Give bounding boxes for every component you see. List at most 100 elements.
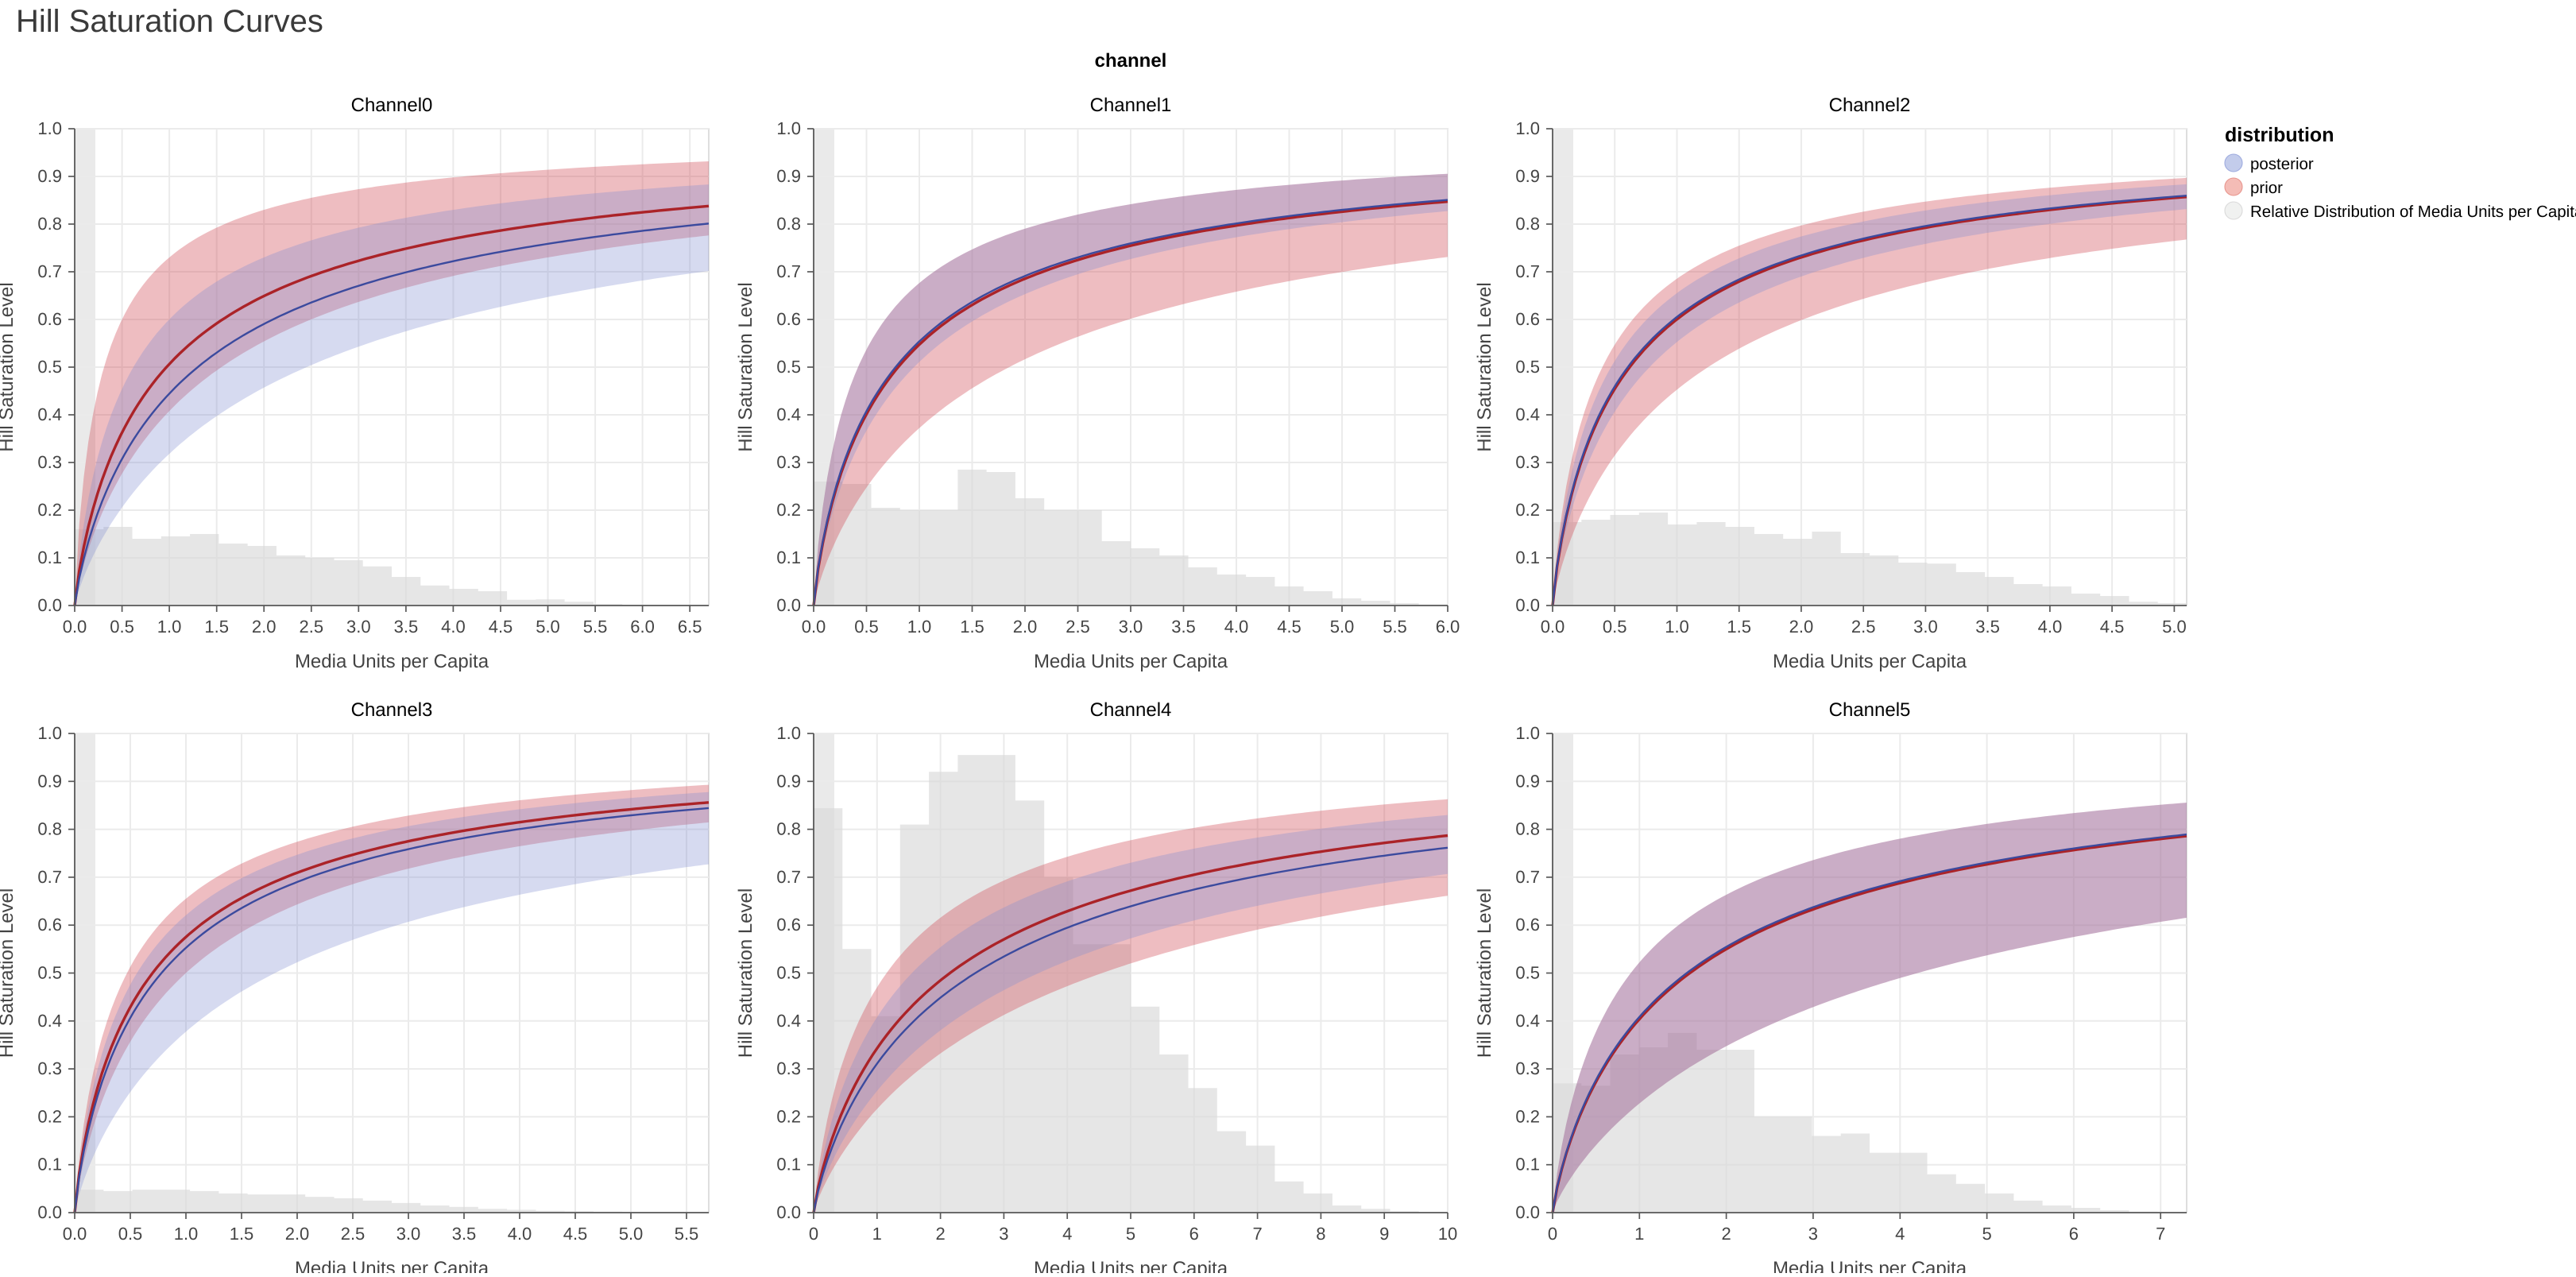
svg-text:4.0: 4.0	[441, 617, 466, 637]
svg-text:3.0: 3.0	[1119, 617, 1143, 637]
svg-text:0.4: 0.4	[1515, 1011, 1540, 1031]
svg-text:0.0: 0.0	[776, 595, 801, 615]
svg-text:0.5: 0.5	[110, 617, 134, 637]
svg-text:0.8: 0.8	[776, 819, 801, 839]
svg-text:0.0: 0.0	[63, 617, 87, 637]
svg-text:0.8: 0.8	[1515, 214, 1540, 234]
svg-text:Media Units per Capita: Media Units per Capita	[1773, 1258, 1967, 1273]
svg-text:0.5: 0.5	[1603, 617, 1627, 637]
svg-text:6.5: 6.5	[678, 617, 702, 637]
svg-text:0.0: 0.0	[802, 617, 826, 637]
svg-text:0.4: 0.4	[776, 404, 801, 424]
svg-text:6: 6	[2069, 1224, 2079, 1244]
svg-text:0.3: 0.3	[1515, 1058, 1540, 1078]
svg-text:5.5: 5.5	[1383, 617, 1407, 637]
svg-text:3.5: 3.5	[1171, 617, 1196, 637]
svg-text:3: 3	[1808, 1224, 1818, 1244]
svg-text:2: 2	[935, 1224, 945, 1244]
svg-text:0.2: 0.2	[1515, 1106, 1540, 1126]
svg-text:0.7: 0.7	[37, 261, 62, 281]
svg-text:0.3: 0.3	[776, 452, 801, 472]
svg-text:0.7: 0.7	[37, 867, 62, 887]
svg-text:Channel0: Channel0	[351, 95, 433, 116]
svg-text:4.0: 4.0	[508, 1224, 532, 1244]
svg-text:1.0: 1.0	[776, 118, 801, 138]
svg-text:0: 0	[1548, 1224, 1557, 1244]
svg-text:0.7: 0.7	[776, 867, 801, 887]
svg-text:1.5: 1.5	[204, 617, 229, 637]
svg-text:1.0: 1.0	[1515, 118, 1540, 138]
svg-text:0.2: 0.2	[1515, 500, 1540, 520]
svg-text:4.5: 4.5	[1277, 617, 1302, 637]
svg-text:2.0: 2.0	[1013, 617, 1038, 637]
svg-text:1.0: 1.0	[1515, 723, 1540, 743]
svg-text:0.1: 0.1	[1515, 1155, 1540, 1174]
svg-text:6.0: 6.0	[1436, 617, 1460, 637]
svg-text:0.5: 0.5	[37, 963, 62, 983]
svg-text:0.9: 0.9	[37, 771, 62, 791]
svg-text:Hill Saturation Level: Hill Saturation Level	[1474, 282, 1495, 451]
svg-text:Channel4: Channel4	[1090, 699, 1172, 721]
svg-text:1.0: 1.0	[907, 617, 932, 637]
svg-text:Media Units per Capita: Media Units per Capita	[295, 651, 489, 672]
svg-text:Hill Saturation Level: Hill Saturation Level	[1474, 888, 1495, 1058]
svg-text:0.0: 0.0	[1541, 617, 1565, 637]
svg-text:0.9: 0.9	[37, 166, 62, 186]
svg-text:5.5: 5.5	[675, 1224, 699, 1244]
svg-text:0.0: 0.0	[37, 1202, 62, 1222]
svg-text:Hill Saturation Level: Hill Saturation Level	[735, 888, 756, 1058]
svg-text:6.0: 6.0	[630, 617, 655, 637]
svg-text:0.4: 0.4	[776, 1011, 801, 1031]
svg-text:0.5: 0.5	[776, 963, 801, 983]
svg-text:3.0: 3.0	[396, 1224, 421, 1244]
svg-text:0.0: 0.0	[37, 595, 62, 615]
svg-text:0.8: 0.8	[776, 214, 801, 234]
svg-text:0.6: 0.6	[37, 915, 62, 935]
svg-text:0.3: 0.3	[37, 452, 62, 472]
svg-text:Hill Saturation Curves: Hill Saturation Curves	[16, 4, 323, 39]
svg-text:0.6: 0.6	[776, 915, 801, 935]
svg-text:3.0: 3.0	[346, 617, 371, 637]
svg-text:5.0: 5.0	[619, 1224, 644, 1244]
svg-text:0.1: 0.1	[776, 548, 801, 567]
svg-text:5.0: 5.0	[536, 617, 560, 637]
svg-text:Media Units per Capita: Media Units per Capita	[1034, 651, 1228, 672]
svg-text:0.6: 0.6	[776, 309, 801, 329]
svg-text:4.5: 4.5	[2100, 617, 2125, 637]
svg-text:0.6: 0.6	[1515, 915, 1540, 935]
svg-text:0.2: 0.2	[776, 1106, 801, 1126]
svg-text:3.5: 3.5	[452, 1224, 477, 1244]
svg-text:2.5: 2.5	[1066, 617, 1090, 637]
svg-text:0.2: 0.2	[37, 1106, 62, 1126]
svg-text:4: 4	[1062, 1224, 1072, 1244]
svg-text:1: 1	[872, 1224, 882, 1244]
svg-text:0.6: 0.6	[37, 309, 62, 329]
svg-text:0.7: 0.7	[1515, 867, 1540, 887]
svg-text:8: 8	[1316, 1224, 1325, 1244]
svg-text:0.0: 0.0	[1515, 1202, 1540, 1222]
svg-text:distribution: distribution	[2225, 124, 2334, 146]
svg-text:10: 10	[1438, 1224, 1457, 1244]
svg-text:3: 3	[999, 1224, 1008, 1244]
svg-text:1.0: 1.0	[1665, 617, 1689, 637]
svg-text:3.0: 3.0	[1913, 617, 1938, 637]
svg-text:4.0: 4.0	[1224, 617, 1249, 637]
svg-text:5.0: 5.0	[2162, 617, 2187, 637]
svg-text:1.0: 1.0	[37, 118, 62, 138]
svg-text:2.0: 2.0	[1789, 617, 1814, 637]
svg-text:prior: prior	[2250, 179, 2283, 197]
svg-text:3.5: 3.5	[1975, 617, 2000, 637]
svg-text:0.0: 0.0	[63, 1224, 87, 1244]
svg-text:0.5: 0.5	[1515, 357, 1540, 377]
svg-text:2.0: 2.0	[252, 617, 277, 637]
svg-text:7: 7	[2156, 1224, 2165, 1244]
svg-text:1.0: 1.0	[174, 1224, 199, 1244]
svg-text:1.5: 1.5	[960, 617, 984, 637]
svg-text:0.0: 0.0	[776, 1202, 801, 1222]
svg-text:0.3: 0.3	[1515, 452, 1540, 472]
svg-text:0.8: 0.8	[1515, 819, 1540, 839]
svg-text:Channel5: Channel5	[1829, 699, 1911, 721]
svg-text:9: 9	[1379, 1224, 1389, 1244]
svg-text:Media Units per Capita: Media Units per Capita	[1773, 651, 1967, 672]
svg-text:0.3: 0.3	[776, 1058, 801, 1078]
